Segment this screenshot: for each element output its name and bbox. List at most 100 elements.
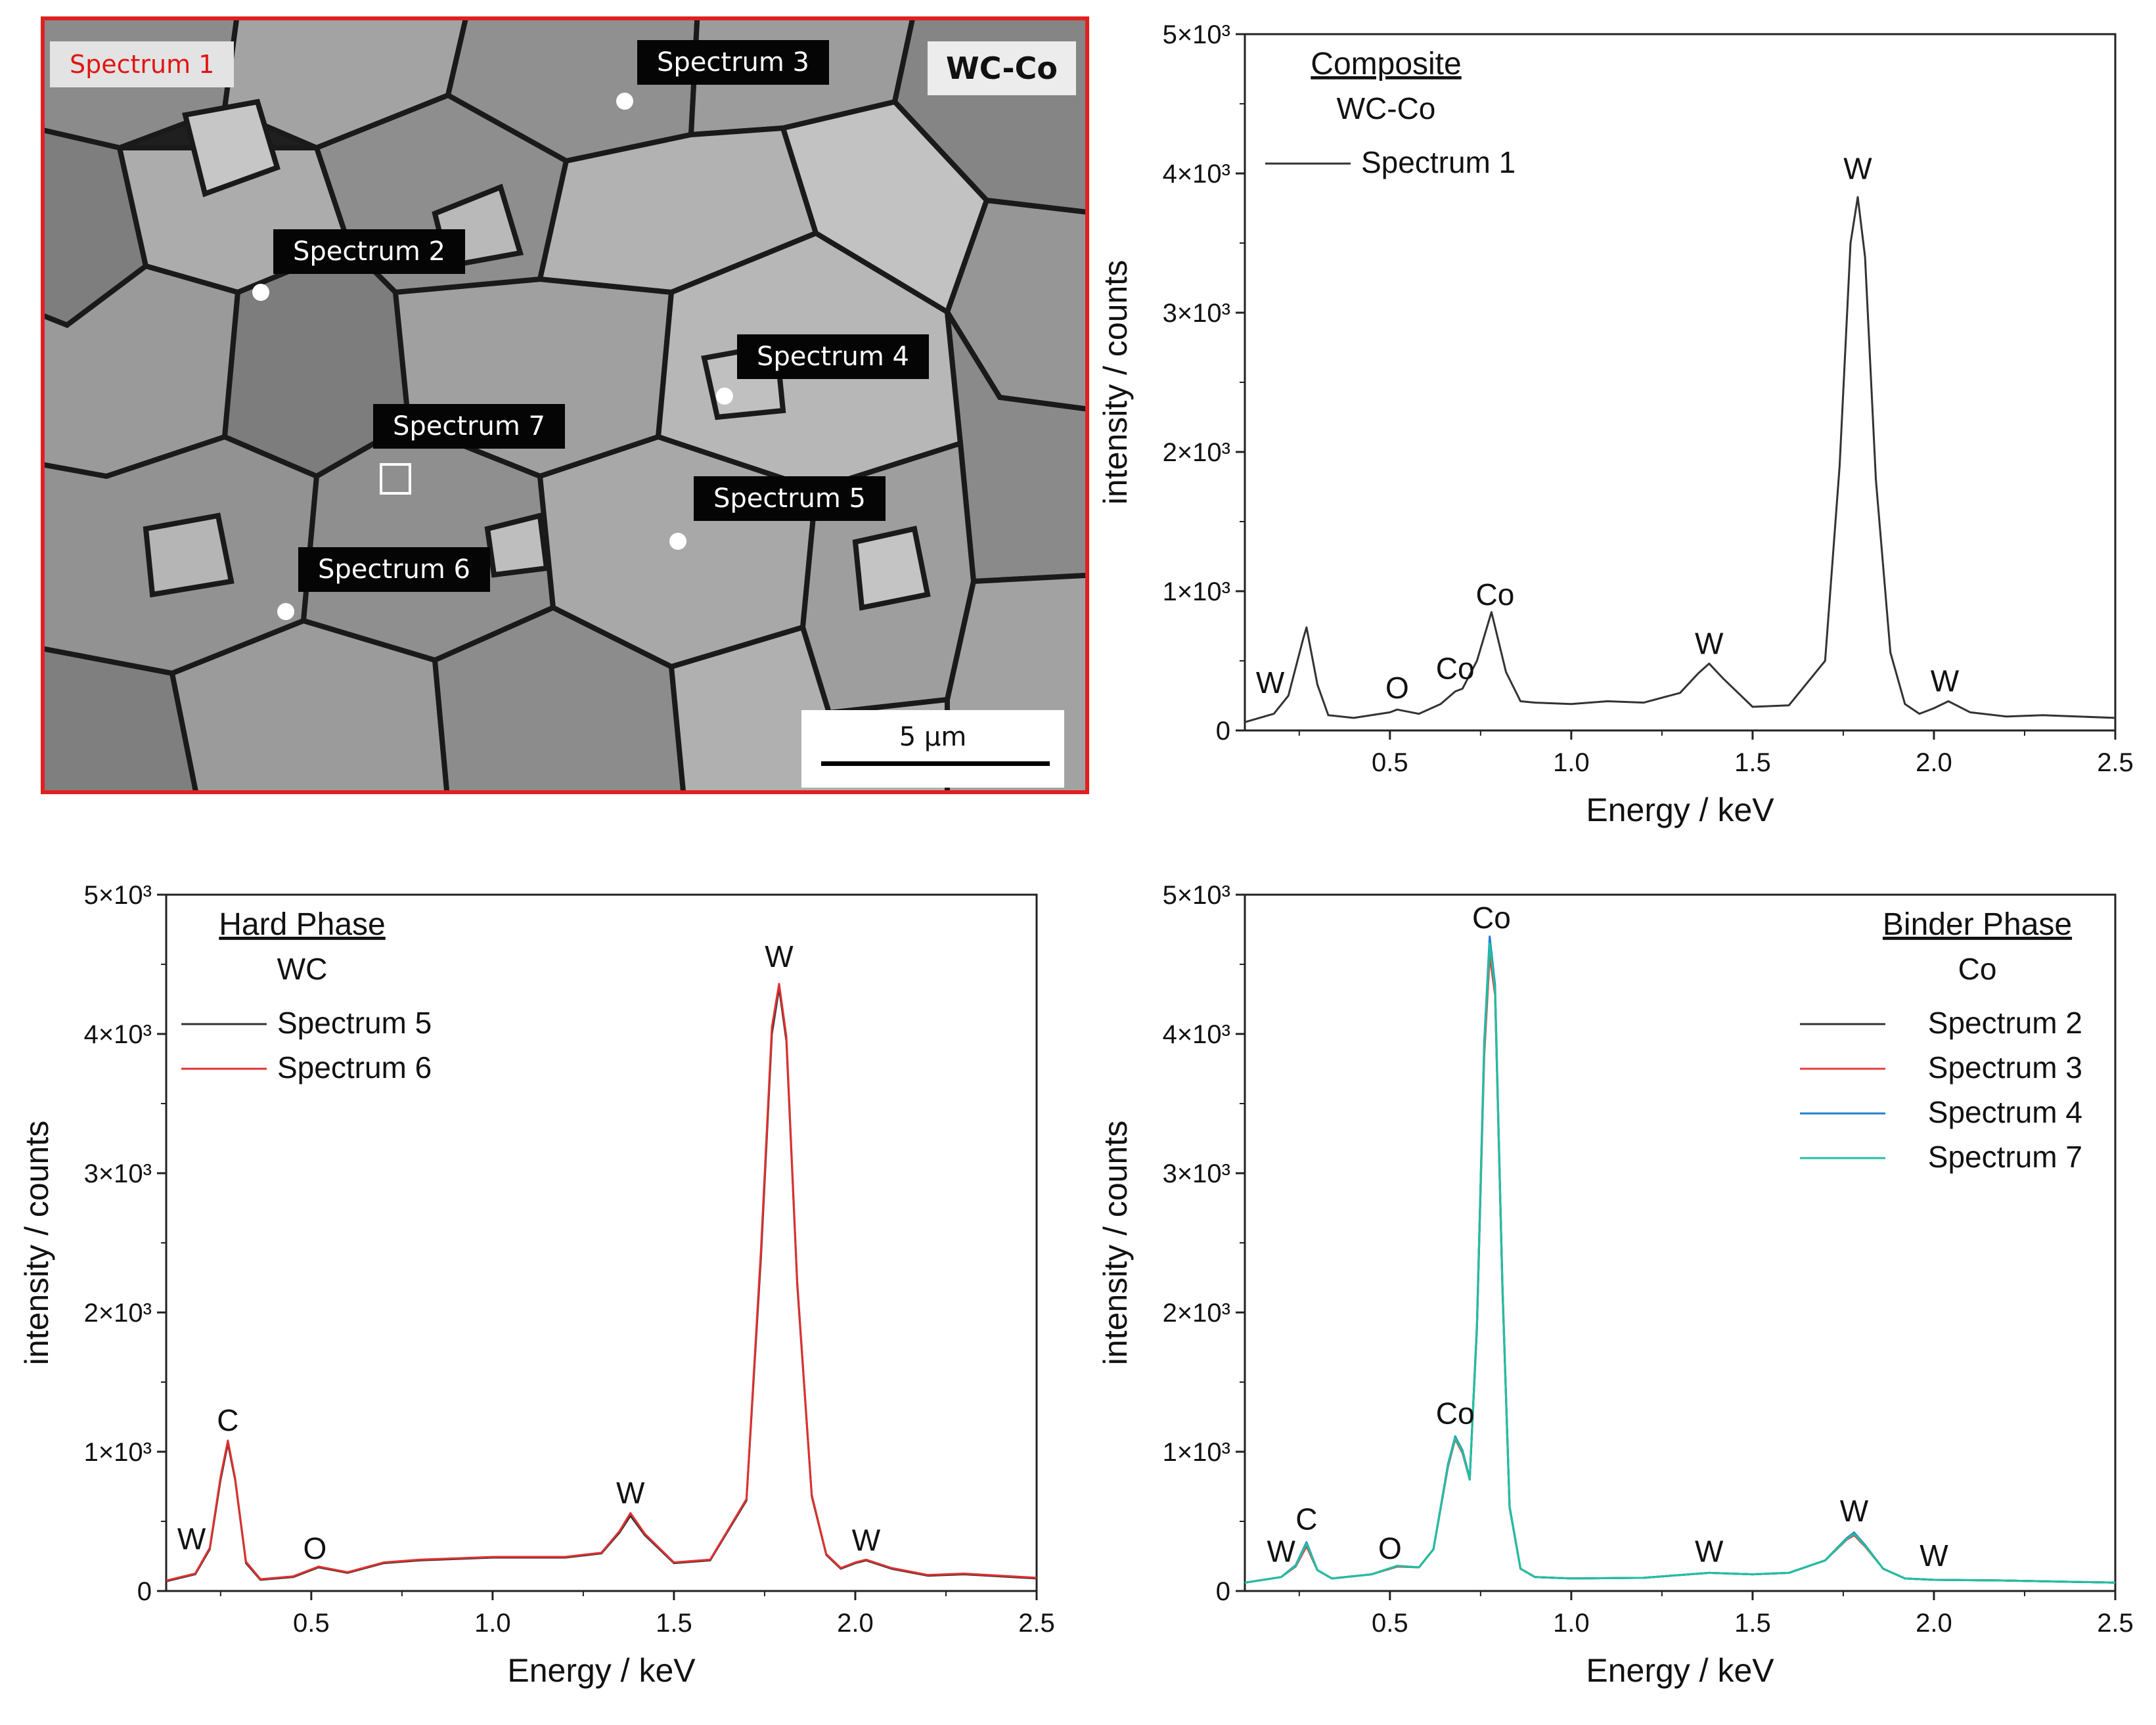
composite-plot-frame [1244,33,2117,732]
scale-bar [821,761,1050,766]
composite-peak-label: W [1256,665,1285,700]
hard-series-spectrum-6 [166,983,1037,1582]
hard-xtick-label: 2.0 [837,1609,874,1638]
hard-peak-label: W [765,939,794,974]
composite-legend-label: Spectrum 1 [1361,145,1516,179]
composite-ytick-label: 3×10³ [1163,299,1230,328]
hard-chart: 0 1×10³ 2×10³ 3×10³ 4×10³ 5×10³ 0.5 1.0 1.5 2.0 2.… [18,881,1055,1689]
composite-ytick-label: 1×10³ [1163,577,1230,606]
hard-ytick-label: 1×10³ [84,1438,152,1467]
composite-peak-label: W [1695,626,1724,660]
composite-series-spectrum-1 [1244,196,2116,723]
binder-peak-label: W [1267,1534,1295,1568]
binder-ytick-label: 0 [1216,1577,1230,1606]
hard-ytick-label: 2×10³ [84,1299,152,1328]
hard-peak-label: C [217,1403,238,1437]
composite-peak-label: Co [1476,577,1515,612]
binder-peak-label: W [1695,1534,1724,1568]
hard-ytick-label: 5×10³ [84,881,152,910]
spectrum-1-frame [41,16,1089,794]
composite-chart: 0 1×10³ 2×10³ 3×10³ 4×10³ 5×10³ 0.5 1.0 1.5 2.0 2.… [1097,20,2134,828]
hard-peak-label: O [303,1531,326,1565]
hard-legend-label: Spectrum 6 [277,1050,432,1085]
composite-xtick-label: 1.5 [1734,748,1771,777]
hard-xtick-label: 1.0 [474,1609,511,1638]
hard-y-axis-label: intensity / counts [18,1121,55,1365]
binder-peak-label: Co [1436,1397,1475,1431]
binder-subtitle: Co [1958,952,1997,986]
hard-peak-label: W [177,1521,206,1556]
composite-x-axis-label: Energy / keV [1586,792,1774,828]
binder-peak-label: W [1840,1494,1869,1528]
scale-bar-box: 5 µm [801,710,1064,788]
composite-peak-label: W [1931,664,1960,698]
binder-ytick-label: 2×10³ [1163,1299,1230,1328]
hard-x-axis-label: Energy / keV [507,1652,696,1689]
spectrum-6-point [277,603,294,620]
hard-xtick-label: 1.5 [656,1609,692,1638]
hard-legend-label: Spectrum 5 [277,1006,432,1040]
spectrum-3-label: Spectrum 3 [637,40,829,85]
region-label-spectrum-1: Spectrum 1 [50,41,235,87]
binder-xtick-label: 1.0 [1553,1609,1590,1638]
binder-legend-label: Spectrum 4 [1928,1095,2082,1129]
composite-xtick-label: 2.0 [1916,748,1952,777]
spectrum-2-point [252,284,269,301]
spectrum-7-area [380,463,411,495]
binder-xtick-label: 1.5 [1734,1609,1771,1638]
binder-peak-label: W [1920,1538,1948,1573]
spectrum-4-point [716,388,733,405]
binder-xtick-label: 2.0 [1916,1609,1952,1638]
binder-y-axis-label: intensity / counts [1097,1121,1134,1365]
spectrum-7-label: Spectrum 7 [373,404,565,449]
hard-xtick-label: 0.5 [293,1609,330,1638]
hard-subtitle: WC [277,952,328,986]
binder-ytick-label: 3×10³ [1163,1159,1230,1188]
spectrum-4-label: Spectrum 4 [737,334,929,379]
spectrum-5-label: Spectrum 5 [694,476,886,521]
sample-label: WC-Co [927,41,1076,95]
hard-plot-frame [165,893,1038,1592]
binder-peak-label: C [1295,1502,1317,1536]
scale-bar-label: 5 µm [899,722,967,752]
sem-micrograph: Spectrum 1 WC-Co Spectrum 3 Spectrum 2 S… [41,16,1089,794]
hard-title: Hard Phase [219,907,385,942]
hard-peak-label: W [616,1475,645,1510]
binder-legend-label: Spectrum 7 [1928,1140,2082,1174]
binder-title: Binder Phase [1883,907,2072,942]
binder-peak-label: Co [1472,901,1511,935]
composite-xtick-label: 2.5 [2097,748,2134,777]
composite-subtitle: WC-Co [1337,91,1436,125]
composite-peak-label: O [1385,671,1409,705]
spectrum-2-label: Spectrum 2 [273,229,465,274]
binder-peak-label: O [1378,1531,1402,1565]
spectrum-5-point [669,533,686,550]
binder-ytick-label: 4×10³ [1163,1020,1230,1049]
binder-chart: 0 1×10³ 2×10³ 3×10³ 4×10³ 5×10³ 0.5 1.0 1.5 2.0 2.… [1097,881,2134,1689]
composite-xtick-label: 0.5 [1372,748,1408,777]
hard-ytick-label: 0 [137,1577,152,1606]
composite-peak-label: Co [1436,652,1475,686]
composite-y-axis-label: intensity / counts [1097,260,1134,504]
binder-ytick-label: 5×10³ [1163,881,1230,910]
composite-title: Composite [1311,47,1461,81]
composite-ytick-label: 0 [1216,717,1230,746]
composite-peak-label: W [1843,151,1872,185]
hard-xtick-label: 2.5 [1018,1609,1055,1638]
binder-ytick-label: 1×10³ [1163,1438,1230,1467]
binder-series-spectrum-2 [1244,949,2116,1584]
binder-xtick-label: 0.5 [1372,1609,1408,1638]
composite-ytick-label: 4×10³ [1163,160,1230,189]
composite-xtick-label: 1.0 [1553,748,1590,777]
binder-x-axis-label: Energy / keV [1586,1652,1774,1689]
binder-plot-frame [1244,893,2117,1592]
spectrum-6-label: Spectrum 6 [298,547,490,592]
composite-ytick-label: 2×10³ [1163,438,1230,467]
composite-ytick-label: 5×10³ [1163,20,1230,49]
hard-ytick-label: 4×10³ [84,1020,152,1049]
hard-ytick-label: 3×10³ [84,1159,152,1188]
binder-xtick-label: 2.5 [2097,1609,2134,1638]
binder-legend-label: Spectrum 3 [1928,1050,2082,1085]
binder-series-spectrum-7 [1244,942,2116,1584]
